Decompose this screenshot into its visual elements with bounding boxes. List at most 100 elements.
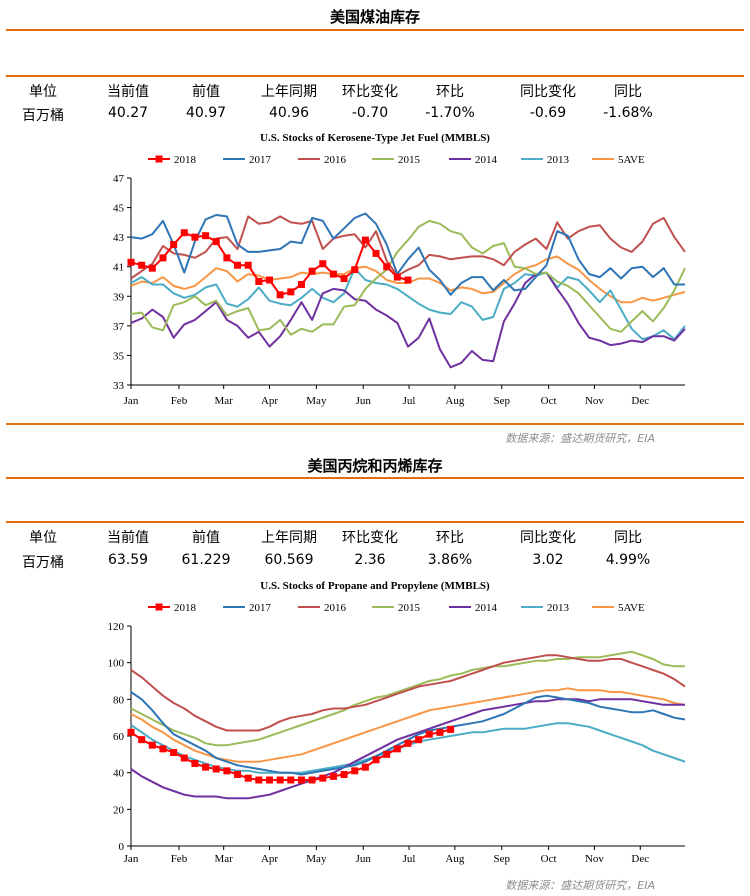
data-point — [415, 736, 423, 744]
legend-marker — [155, 155, 163, 163]
stat-header: 同比变化 — [520, 84, 576, 100]
x-tick-label: Mar — [215, 853, 234, 865]
stat-value: 61.229 — [181, 552, 231, 568]
legend-item: 2014 — [449, 602, 498, 614]
stats-header-row: 单位 当前值 前值 上年同期 环比变化 环比 同比变化 同比 — [0, 527, 750, 547]
legend-label: 2018 — [174, 602, 197, 614]
data-point — [436, 728, 444, 736]
stat-header: 同比 — [614, 530, 642, 546]
legend-label: 2017 — [249, 602, 272, 614]
divider — [6, 29, 744, 31]
stats-value-row: 百万桶 40.27 40.97 40.96 -0.70 -1.70% -0.69… — [0, 105, 750, 125]
data-point — [372, 249, 380, 257]
stat-header: 环比 — [436, 530, 464, 546]
data-point — [191, 233, 199, 241]
series-2013 — [130, 267, 686, 341]
x-tick-label: Oct — [541, 395, 557, 407]
stat-value: 4.99% — [605, 552, 651, 568]
stat-value: -0.70 — [351, 105, 389, 121]
y-tick-label: 35 — [113, 350, 125, 362]
data-point — [425, 730, 433, 738]
series-line-2015 — [130, 219, 686, 336]
data-point — [212, 238, 220, 246]
legend-label: 2015 — [398, 602, 421, 614]
data-point — [266, 776, 273, 784]
stat-value: -0.69 — [529, 105, 567, 121]
legend-item: 2018 — [148, 154, 197, 166]
data-point — [127, 728, 135, 736]
legend-item: 2013 — [521, 602, 570, 614]
y-tick-label: 45 — [113, 203, 125, 215]
data-point — [223, 254, 231, 262]
stat-header: 上年同期 — [261, 84, 317, 100]
x-tick-label: Jul — [403, 853, 416, 865]
data-point — [361, 763, 369, 771]
chart-title: U.S. Stocks of Kerosene-Type Jet Fuel (M… — [260, 132, 490, 144]
data-point — [393, 273, 401, 281]
x-tick-label: Jun — [356, 395, 372, 407]
data-point — [202, 232, 210, 240]
series-line-2013 — [130, 722, 686, 774]
data-point — [361, 236, 369, 244]
series-2018 — [127, 725, 455, 784]
legend-label: 2014 — [475, 602, 498, 614]
data-point — [319, 260, 327, 268]
legend-label: 5AVE — [618, 154, 645, 166]
legend-label: 2015 — [398, 154, 421, 166]
x-tick-label: Dec — [631, 853, 649, 865]
stat-header: 环比 — [436, 84, 464, 100]
data-point — [159, 254, 167, 262]
data-point — [223, 767, 231, 775]
data-point — [148, 264, 156, 272]
stat-header: 同比 — [614, 84, 642, 100]
data-point — [372, 756, 380, 764]
legend-item: 2013 — [521, 154, 570, 166]
y-tick-label: 37 — [113, 321, 125, 333]
stats-value-row: 百万桶 63.59 61.229 60.569 2.36 3.86% 3.02 … — [0, 552, 750, 572]
chart-title: U.S. Stocks of Propane and Propylene (MM… — [260, 580, 490, 592]
x-tick-label: Jan — [124, 395, 139, 407]
legend-label: 2016 — [324, 154, 347, 166]
data-point — [287, 776, 295, 784]
data-point — [393, 745, 401, 753]
series-2018 — [127, 229, 412, 299]
data-point — [244, 261, 252, 269]
series-2016 — [130, 654, 686, 732]
data-point — [202, 763, 210, 771]
x-tick-label: Dec — [631, 395, 649, 407]
stat-header: 环比变化 — [342, 530, 398, 546]
data-point — [276, 776, 284, 784]
stat-value: 40.97 — [185, 105, 227, 121]
stat-value: 百万桶 — [22, 108, 64, 124]
data-point — [212, 765, 220, 773]
x-tick-label: Oct — [541, 853, 557, 865]
divider — [6, 75, 744, 77]
stat-value: -1.68% — [603, 105, 653, 121]
y-tick-label: 33 — [113, 380, 125, 392]
series-2015 — [130, 650, 685, 747]
x-tick-label: Jul — [403, 395, 416, 407]
data-point — [234, 771, 242, 778]
legend-item: 2016 — [298, 602, 347, 614]
data-point — [266, 276, 273, 284]
legend-item: 2017 — [223, 602, 272, 614]
legend-item: 2015 — [372, 602, 421, 614]
series-2014 — [130, 698, 685, 800]
data-point — [297, 776, 305, 784]
y-tick-label: 0 — [119, 841, 125, 853]
data-point — [244, 774, 252, 782]
y-tick-label: 20 — [113, 804, 125, 816]
data-point — [447, 725, 455, 733]
x-tick-label: Aug — [445, 395, 464, 407]
data-point — [308, 776, 316, 784]
series-line-2016 — [130, 215, 686, 280]
x-tick-label: Nov — [585, 853, 604, 865]
y-tick-label: 43 — [113, 232, 125, 244]
legend-label: 5AVE — [618, 602, 645, 614]
stat-header: 上年同期 — [261, 530, 317, 546]
data-point — [138, 736, 146, 744]
series-2013 — [130, 722, 686, 774]
x-tick-label: Apr — [261, 853, 278, 865]
x-tick-label: Apr — [261, 395, 278, 407]
legend-item: 5AVE — [592, 602, 645, 614]
